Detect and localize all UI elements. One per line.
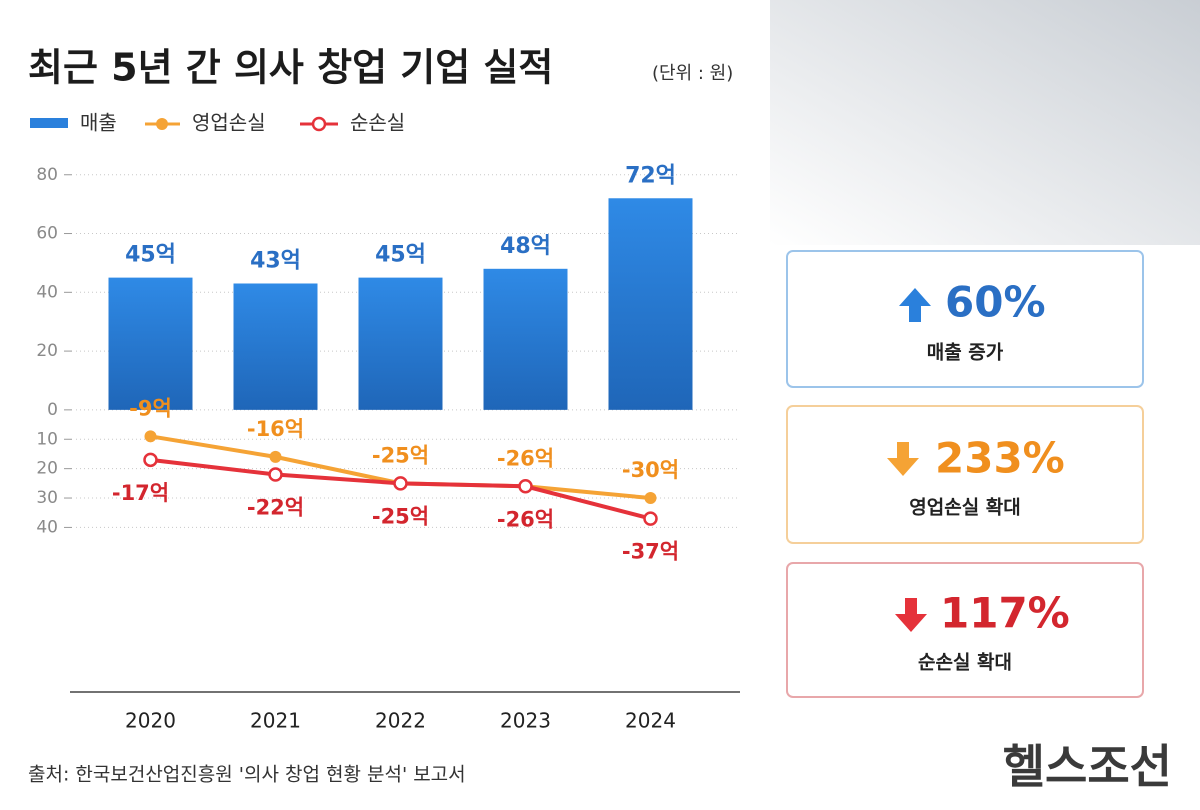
data-label: -30억 xyxy=(622,458,679,482)
legend-label: 매출 xyxy=(80,111,117,135)
legend: 매출 영업손실 순손실 xyxy=(30,111,405,135)
y-tick-label: 0 xyxy=(47,400,58,420)
highlight-value: 60% xyxy=(945,278,1046,327)
data-label: -37억 xyxy=(622,540,679,564)
up-arrow xyxy=(899,288,931,322)
x-tick-label: 2022 xyxy=(375,709,426,733)
bar xyxy=(233,283,318,410)
y-tick-label: 40 xyxy=(36,282,58,302)
y-tick-label: 60 xyxy=(36,224,58,244)
point xyxy=(143,452,158,468)
chart-title: 최근 5년 간 의사 창업 기업 실적 xyxy=(28,46,553,90)
data-label: 72억 xyxy=(625,163,676,188)
data-label: -26억 xyxy=(497,446,554,470)
y-tick-label: 20 xyxy=(36,341,58,361)
highlight-box xyxy=(786,562,1144,698)
bar xyxy=(483,268,568,410)
highlight-box xyxy=(786,405,1144,544)
photo-area xyxy=(770,0,1200,245)
highlight-value: 233% xyxy=(935,434,1065,483)
y-tick-label: 30 xyxy=(36,488,58,508)
data-label: 43억 xyxy=(250,248,301,273)
bar xyxy=(608,198,693,410)
x-tick-label: 2020 xyxy=(125,709,176,733)
point xyxy=(518,479,533,494)
legend-label: 영업손실 xyxy=(192,111,266,135)
bar xyxy=(358,277,443,410)
data-label: 45억 xyxy=(375,243,426,268)
x-tick-label: 2023 xyxy=(500,709,551,733)
data-label: 48억 xyxy=(500,234,551,259)
y-tick-label: 40 xyxy=(36,517,58,537)
data-label: -26억 xyxy=(497,507,554,531)
legend-swatch xyxy=(311,116,327,132)
x-tick-label: 2024 xyxy=(625,709,676,733)
data-label: -22억 xyxy=(247,496,304,520)
point xyxy=(268,467,283,482)
data-label: -25억 xyxy=(372,443,429,467)
y-tick-label: 80 xyxy=(36,165,58,185)
bar xyxy=(108,277,193,410)
down-arrow xyxy=(887,442,919,476)
data-label: -17억 xyxy=(112,481,169,505)
y-tick-label: 20 xyxy=(36,459,58,479)
plot: 80 60 40 20 0 10 20 30 40 2020 2021 2022 2023 2024 45억… xyxy=(36,163,740,733)
point xyxy=(644,492,657,505)
point xyxy=(393,476,408,491)
point xyxy=(144,430,157,443)
highlight-label: 영업손실 확대 xyxy=(909,496,1021,519)
brand: 헬스조선 xyxy=(1003,740,1172,794)
highlight-value: 117% xyxy=(940,589,1070,638)
down-arrow xyxy=(895,598,927,632)
highlight-box xyxy=(786,250,1144,388)
point xyxy=(643,511,658,526)
legend-label: 순손실 xyxy=(350,111,405,135)
highlight-label: 순손실 확대 xyxy=(918,651,1012,674)
data-label: -16억 xyxy=(247,417,304,441)
legend-swatch xyxy=(156,118,168,130)
data-label: -9억 xyxy=(129,396,172,420)
y-tick-label: 10 xyxy=(36,429,58,449)
data-label: -25억 xyxy=(372,504,429,528)
point xyxy=(269,450,282,463)
x-tick-label: 2021 xyxy=(250,709,301,733)
chart-subtitle: (단위 : 원) xyxy=(652,63,733,84)
source: 출처: 한국보건산업진흥원 '의사 창업 현황 분석' 보고서 xyxy=(28,764,466,786)
highlight-label: 매출 증가 xyxy=(927,342,1004,364)
legend-swatch xyxy=(30,118,68,128)
data-label: 45억 xyxy=(125,243,176,268)
